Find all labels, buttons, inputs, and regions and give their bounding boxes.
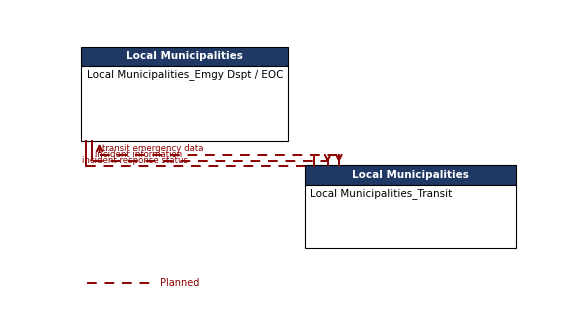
Text: Local Municipalities: Local Municipalities xyxy=(352,170,469,180)
Bar xyxy=(81,47,288,66)
Text: Planned: Planned xyxy=(159,278,199,288)
Text: Local Municipalities_Transit: Local Municipalities_Transit xyxy=(311,188,452,199)
Bar xyxy=(305,185,516,248)
Text: Local Municipalities: Local Municipalities xyxy=(127,51,243,61)
Bar xyxy=(81,66,288,141)
Text: incident information: incident information xyxy=(95,150,182,159)
Text: Local Municipalities_Emgy Dspt / EOC: Local Municipalities_Emgy Dspt / EOC xyxy=(87,69,284,80)
Text: transit emergency data: transit emergency data xyxy=(102,144,203,153)
Bar xyxy=(305,165,516,185)
Text: incident response status: incident response status xyxy=(82,155,188,164)
